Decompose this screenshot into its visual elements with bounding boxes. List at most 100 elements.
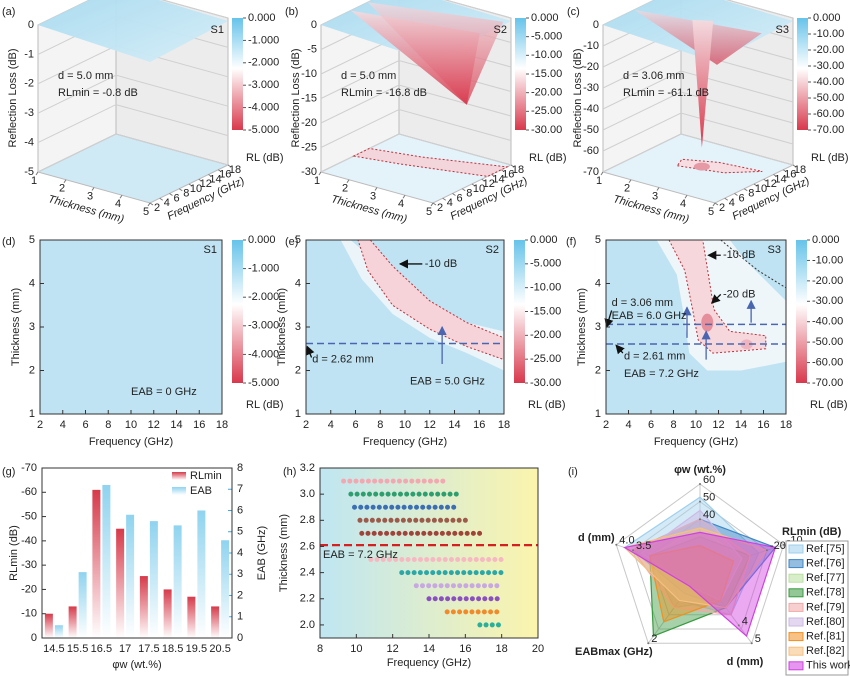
radar-tick — [699, 500, 701, 503]
legend-swatch — [788, 632, 804, 642]
x-tick-label: 18 — [216, 419, 228, 431]
radar-area — [640, 509, 743, 602]
colorbar-tick-label: -50.00 — [813, 92, 844, 104]
x-tick-label: 18 — [498, 419, 510, 431]
annotation: d = 2.62 mm — [312, 354, 373, 366]
y-tick-label: 2 — [719, 202, 725, 214]
sample-label: S1 — [211, 24, 224, 36]
radar-grid — [682, 553, 718, 587]
x-tick-label: 1 — [314, 175, 320, 187]
y-tick-label: 6 — [173, 192, 179, 204]
y-tick-label: 0 — [31, 632, 37, 644]
x-axis-label: Frequency (GHz) — [387, 657, 471, 669]
y-tick-label: 2 — [295, 364, 301, 376]
colorbar-tick-label: -10.00 — [531, 49, 562, 61]
colorbar-tick-label: -3.000 — [248, 79, 279, 91]
z-tick-label: -30 — [583, 82, 599, 94]
colorbar-tick-label: -20.00 — [813, 44, 844, 56]
legend-label: Ref.[78] — [806, 587, 845, 599]
radar-tick-label: -20 — [770, 540, 786, 552]
colorbar-tick-label: -10.00 — [812, 254, 843, 266]
colorbar-tick-label: -70.00 — [812, 377, 843, 389]
grid-line — [37, 133, 229, 173]
y-tick — [773, 174, 777, 177]
annotation: EAB = 7.2 GHz — [624, 368, 699, 380]
z-tick-label: -50 — [583, 124, 599, 136]
colorbar-tick-label: -4.000 — [248, 348, 279, 360]
annotation: EAB = 0 GHz — [131, 386, 197, 398]
y-tick-label: 2.0 — [300, 619, 315, 631]
arrow — [305, 345, 315, 358]
radar-tick-label: 5 — [755, 633, 761, 645]
colorbar-tick-label: -1.000 — [248, 263, 279, 275]
annotation: -10 dB — [723, 249, 755, 261]
y-tick-label: 1 — [29, 408, 35, 420]
colorbar-tick-label: -5.000 — [248, 124, 279, 136]
y-tick-label: 2 — [437, 202, 443, 214]
bar — [139, 576, 148, 638]
x-tick-label: 12 — [148, 419, 160, 431]
x-tick — [374, 187, 378, 191]
x-tick-label: 3 — [652, 190, 658, 202]
x-tick-label: 8 — [670, 419, 676, 431]
x-tick — [35, 171, 39, 176]
y-tick — [442, 197, 447, 201]
z-tick-label: -40 — [583, 103, 599, 115]
radar-area — [649, 544, 735, 623]
z-tick-label: -20 — [583, 61, 599, 73]
z-axis-label: Reflection Loss (dB) — [290, 48, 302, 147]
y2-tick-label: 2 — [237, 589, 243, 601]
x-tick — [63, 179, 67, 184]
bar — [163, 589, 172, 638]
z-tick-label: -2 — [24, 78, 34, 90]
colorbar-tick-label: -5.000 — [531, 31, 562, 43]
legend-label: Ref.[77] — [806, 572, 845, 584]
grid-line — [602, 112, 794, 152]
colorbar-tick-label: 0.000 — [248, 234, 276, 246]
x-tick-label: 4 — [398, 198, 404, 210]
annotation: RLmin = -61.1 dB — [623, 87, 709, 99]
y-tick-label: 2.2 — [300, 593, 315, 605]
radar-grid — [665, 536, 735, 601]
colorbar-tick-label: -50.00 — [812, 336, 843, 348]
x-tick-label: 15.5 — [67, 643, 88, 655]
x-tick — [147, 202, 151, 207]
radar-tick — [615, 543, 618, 546]
y-tick-label: 5 — [29, 234, 35, 246]
panel-label: (a) — [2, 6, 15, 18]
bar — [197, 510, 206, 638]
y-tick-label: 5 — [595, 234, 601, 246]
x-tick-label: 14 — [423, 643, 435, 655]
radar-area — [623, 531, 777, 638]
z-tick-label: 0 — [593, 19, 599, 31]
legend-label: Ref.[81] — [806, 631, 845, 643]
x-axis-label: Frequency (GHz) — [363, 436, 447, 448]
radar-area — [632, 518, 751, 616]
x-tick-label: 18 — [496, 643, 508, 655]
x-tick-label: 1 — [31, 175, 37, 187]
radar-axis-label: d (mm) — [727, 656, 764, 668]
contour-region — [668, 239, 767, 354]
radar-tick — [699, 483, 701, 485]
x-tick-label: 3 — [87, 190, 93, 202]
legend-swatch — [788, 544, 804, 554]
legend-label: This work — [806, 660, 850, 672]
y-tick-label: 14 — [774, 173, 786, 185]
z-tick-label: -25 — [301, 141, 317, 153]
x-tick-label: 14 — [170, 419, 182, 431]
y-tick — [432, 202, 437, 206]
arrow — [615, 344, 625, 355]
colorbar-tick-label: -20.00 — [531, 87, 562, 99]
bar — [126, 514, 135, 638]
y-tick — [208, 174, 212, 177]
z-tick-label: -10 — [583, 40, 599, 52]
y-tick — [792, 164, 797, 168]
legend-label: Ref.[80] — [806, 616, 845, 628]
grid-line — [320, 84, 512, 124]
z-tick-label: -5 — [24, 166, 34, 178]
y-tick-label: 6 — [456, 192, 462, 204]
y2-tick-label: 8 — [237, 462, 243, 474]
colorbar-tick-label: -3.000 — [248, 320, 279, 332]
y-axis-label: Thickness (mm) — [10, 288, 22, 366]
